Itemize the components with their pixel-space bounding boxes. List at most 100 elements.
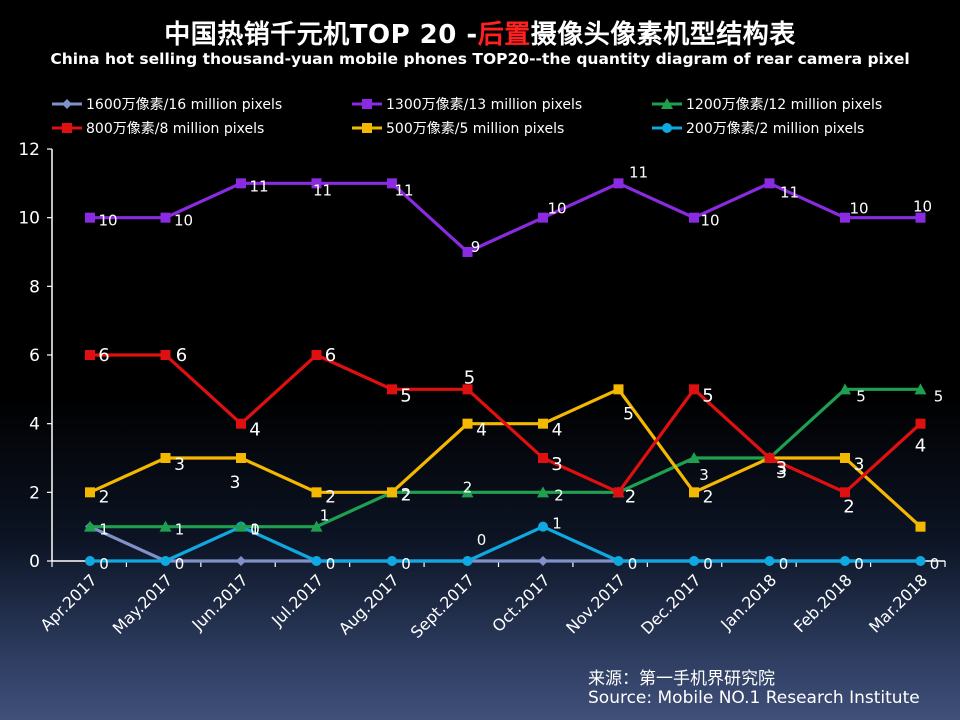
point-marker [840,487,850,498]
series-line [89,387,922,528]
point-marker [689,212,699,223]
point-marker [613,556,624,566]
data-label: 11 [780,183,799,201]
data-label: 1 [250,521,260,539]
point-marker [538,418,548,429]
data-label: 3 [230,473,241,493]
x-tick-label: Mar.2018 [865,570,931,636]
data-label: 5 [464,367,475,388]
data-label: 2 [703,487,714,507]
legend-label: 200万像素/2 million pixels [686,121,864,137]
point-marker [915,418,926,429]
point-marker [462,384,473,395]
x-tick-label: May.2017 [109,570,177,638]
point-marker [160,453,171,463]
x-tick-label: Jan.2018 [716,570,780,634]
point-marker [236,556,246,566]
point-marker [236,178,246,189]
point-marker [387,556,397,566]
point-marker [235,520,247,532]
point-marker [85,487,95,498]
source-en: Source: Mobile NO.1 Research Institute [588,688,920,708]
point-marker [462,556,473,566]
data-label: 11 [629,163,648,181]
data-label: 1 [552,515,562,533]
point-marker [462,247,473,257]
y-tick-label: 0 [29,552,40,572]
series-line [90,181,921,254]
x-tick-label: Oct.2017 [488,570,553,635]
point-marker [310,520,323,532]
y-tick-label: 8 [29,277,40,297]
data-label: 4 [249,420,260,441]
point-marker [236,453,246,463]
point-marker [840,453,850,463]
data-label: 4 [552,421,563,441]
data-label: 11 [394,181,413,199]
data-label: 10 [700,212,719,230]
point-marker [613,487,624,498]
y-tick-label: 10 [18,209,40,229]
data-label: 6 [176,345,187,366]
title-highlight: 后置 [477,20,531,50]
data-label: 2 [401,486,411,504]
data-label: 0 [628,555,638,573]
chart-title-en: China hot selling thousand-yuan mobile p… [50,50,910,68]
point-marker [85,212,95,223]
data-label: 0 [401,555,411,573]
data-label: 4 [476,421,487,441]
y-tick-label: 12 [18,140,40,160]
point-marker [62,123,72,133]
data-label: 2 [99,487,110,507]
data-label: 0 [854,555,864,573]
x-tick-label: Aug.2017 [335,570,403,638]
point-marker [764,178,775,189]
data-label: 0 [930,555,940,573]
legend-label: 1200万像素/12 million pixels [686,97,882,113]
x-tick-label: Dec.2017 [637,570,705,638]
data-label: 2 [325,487,336,507]
x-tick-label: Feb.2018 [790,570,856,636]
data-label: 5 [400,385,411,406]
data-label: 10 [849,200,868,218]
data-label: 6 [98,345,109,366]
point-marker [85,350,95,360]
point-marker [689,487,699,498]
point-marker [689,556,699,566]
x-tick-label: Apr.2017 [36,570,100,634]
point-marker [387,178,397,189]
point-marker [387,487,397,498]
legend-label: 1300万像素/13 million pixels [386,97,582,113]
point-marker [236,418,246,429]
data-label: 11 [249,177,268,195]
point-marker [538,453,548,463]
point-marker [387,384,397,395]
x-tick-label: Jul.2017 [267,570,327,630]
point-marker [915,556,926,566]
point-marker [311,350,322,360]
point-marker [159,520,172,532]
point-marker [462,418,473,429]
data-label: 5 [934,387,944,405]
data-label: 3 [551,454,562,475]
point-marker [915,521,926,532]
data-label: 2 [401,485,412,505]
data-label: 3 [699,466,709,484]
data-label: 5 [702,385,713,406]
data-label: 9 [471,238,481,256]
point-marker [764,556,775,566]
data-label: 2 [625,486,636,507]
data-label: 2 [843,496,854,517]
data-label: 3 [854,455,865,475]
data-label: 4 [915,436,926,457]
legend-label: 1600万像素/16 million pixels [86,97,282,113]
data-label: 3 [776,463,787,483]
data-label: 1 [175,521,185,539]
chart-title-zh: 中国热销千元机TOP 20 -后置摄像头像素机型结构表 [164,20,796,50]
data-label: 0 [99,555,109,573]
x-tick-label: Nov.2017 [562,570,629,637]
point-marker [613,384,624,395]
point-marker [613,178,624,189]
